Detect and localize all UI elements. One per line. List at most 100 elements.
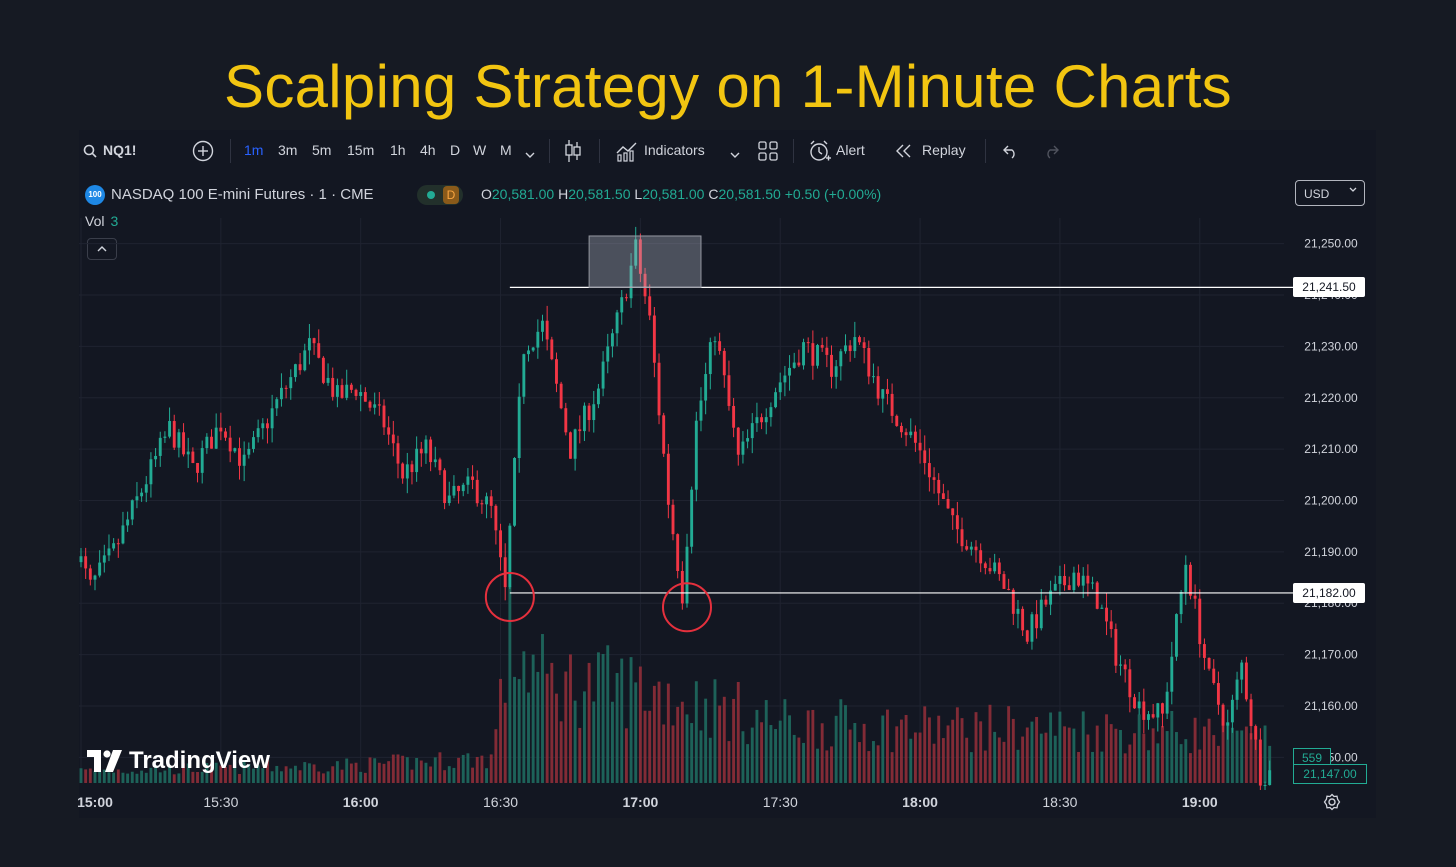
y-tick-label: 21,200.00 xyxy=(1304,494,1358,508)
timeframe-5m[interactable]: 5m xyxy=(312,142,332,158)
rewind-icon[interactable] xyxy=(895,143,913,164)
timeframe-1m[interactable]: 1m xyxy=(244,142,264,158)
volume-bar xyxy=(858,742,861,783)
volume-bar xyxy=(312,764,316,783)
replay-button[interactable]: Replay xyxy=(922,142,966,158)
alert-button[interactable]: Alert xyxy=(836,142,865,158)
volume-bar xyxy=(648,710,652,783)
search-icon[interactable] xyxy=(83,144,97,163)
candle-body xyxy=(261,423,265,429)
currency-select[interactable]: USD xyxy=(1295,180,1365,206)
candle-body xyxy=(219,427,223,432)
candle-body xyxy=(1100,607,1104,609)
collapse-legend-button[interactable] xyxy=(87,238,117,260)
volume-bar xyxy=(1053,735,1057,783)
candle-body xyxy=(713,341,717,343)
price-chart[interactable]: 21,250.0021,240.0021,230.0021,220.0021,2… xyxy=(79,218,1376,790)
volume-bar xyxy=(196,772,199,783)
volume-bar xyxy=(452,767,456,783)
candle-body xyxy=(1254,726,1258,740)
undo-icon[interactable] xyxy=(1001,143,1019,164)
volume-bar xyxy=(289,768,293,783)
candle-body xyxy=(662,415,666,454)
ohlc-values: O20,581.00 H20,581.50 L20,581.00 C20,581… xyxy=(481,186,881,202)
candle-body xyxy=(522,354,526,397)
chevron-down-icon xyxy=(1348,186,1358,197)
candle-body xyxy=(1249,699,1253,727)
indicators-icon[interactable] xyxy=(616,140,638,167)
toolbar-divider xyxy=(985,139,986,163)
timeframe-3m[interactable]: 3m xyxy=(278,142,298,158)
volume-bar xyxy=(1035,716,1039,783)
volume-bar xyxy=(401,755,405,783)
candle-body xyxy=(1030,614,1034,642)
volume-bar xyxy=(596,652,600,783)
volume-bar xyxy=(657,681,661,783)
volume-bar xyxy=(228,764,232,783)
volume-bar xyxy=(1114,728,1118,783)
volume-bar xyxy=(186,763,190,783)
volume-bar xyxy=(461,754,465,783)
candle-body xyxy=(345,384,349,398)
candle-body xyxy=(424,439,428,454)
volume-bar xyxy=(93,771,97,783)
candle-body xyxy=(694,420,698,490)
volume-bar xyxy=(690,723,694,783)
indicators-button[interactable]: Indicators xyxy=(644,142,705,158)
candle-body xyxy=(946,498,950,509)
candle-body xyxy=(718,341,722,351)
symbol-title[interactable]: NASDAQ 100 E-mini Futures · 1 · CME xyxy=(111,186,374,203)
candle-body xyxy=(969,546,973,550)
volume-bar xyxy=(242,761,246,783)
volume-bar xyxy=(1109,724,1113,783)
gear-icon[interactable] xyxy=(1323,793,1341,816)
candle-body xyxy=(98,562,102,576)
candle-body xyxy=(704,374,708,401)
candle-body xyxy=(1067,585,1071,591)
time-axis[interactable]: 15:00 15:30 16:00 16:30 17:00 17:30 18:00 18:30… xyxy=(77,790,1376,818)
x-tick-label: 18:30 xyxy=(1042,794,1078,810)
volume-bar xyxy=(1193,717,1197,783)
timeframe-4h[interactable]: 4h xyxy=(420,142,436,158)
volume-bar xyxy=(266,759,269,783)
layout-grid-icon[interactable] xyxy=(758,141,778,166)
candles-icon[interactable] xyxy=(564,139,582,168)
symbol-search-button[interactable]: NQ1! xyxy=(103,142,137,158)
candle-body xyxy=(848,345,852,352)
x-tick-label: 15:30 xyxy=(203,794,239,810)
candle-body xyxy=(1011,589,1015,614)
highlight-rectangle xyxy=(588,235,702,288)
volume-bar xyxy=(1016,749,1020,783)
volume-bar xyxy=(1161,725,1164,783)
chevron-down-icon[interactable] xyxy=(525,146,535,164)
candle-body xyxy=(1081,575,1085,586)
volume-bar xyxy=(494,729,498,783)
candle-body xyxy=(769,407,773,418)
candle-body xyxy=(1221,704,1225,726)
candle-body xyxy=(858,337,861,343)
candle-body xyxy=(690,489,694,547)
timeframe-d[interactable]: D xyxy=(450,142,461,158)
market-status-pill[interactable]: D xyxy=(417,185,463,205)
volume-bar xyxy=(1216,745,1220,783)
low-value: 20,581.00 xyxy=(642,186,705,202)
timeframe-w[interactable]: W xyxy=(473,142,487,158)
alarm-clock-icon[interactable] xyxy=(808,139,832,168)
timeframe-15m[interactable]: 15m xyxy=(347,142,375,158)
timeframe-m[interactable]: M xyxy=(500,142,512,158)
volume-bar xyxy=(298,770,302,783)
candle-body xyxy=(433,459,437,463)
volume-bar xyxy=(284,766,288,783)
plus-circle-icon[interactable] xyxy=(192,140,214,167)
timeframe-1h[interactable]: 1h xyxy=(390,142,406,158)
redo-icon[interactable] xyxy=(1043,143,1061,164)
candle-body xyxy=(909,431,913,436)
candle-body xyxy=(620,297,624,313)
candle-body xyxy=(755,417,759,424)
candle-body xyxy=(517,396,521,459)
chevron-down-icon[interactable] xyxy=(730,146,740,164)
candle-body xyxy=(238,448,241,466)
candle-body xyxy=(1044,599,1048,605)
volume-bar xyxy=(531,654,535,783)
candle-body xyxy=(1109,621,1113,630)
